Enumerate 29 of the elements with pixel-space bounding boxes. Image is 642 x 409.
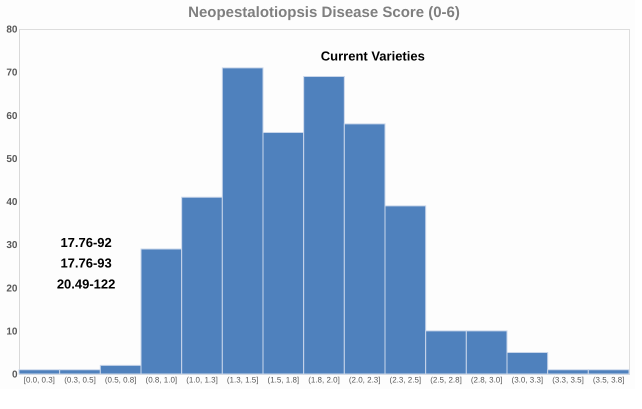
annotation: Current Varieties [320, 48, 425, 64]
chart-title: Neopestalotiopsis Disease Score (0-6) [188, 4, 460, 21]
x-tick-label: (1.5, 1.8] [268, 376, 300, 384]
y-tick-label: 50 [6, 154, 18, 165]
x-tick-label: (3.3, 3.5] [552, 376, 584, 384]
x-tick-label: (2.5, 2.8] [430, 376, 462, 384]
x-tick-label: (2.8, 3.0] [470, 376, 502, 384]
x-tick-label: [0.0, 0.3] [24, 376, 55, 384]
y-tick-label: 30 [6, 240, 18, 252]
y-tick-label: 20 [6, 283, 18, 294]
x-tick-label: (1.3, 1.5] [226, 376, 258, 384]
x-tick-label: (2.0, 2.3] [348, 376, 380, 384]
x-tick-label: (2.3, 2.5] [390, 376, 422, 384]
x-tick-label: (3.5, 3.8] [592, 376, 624, 384]
x-tick-label: (0.5, 0.8] [104, 376, 136, 384]
x-tick-label: (0.3, 0.5] [64, 376, 96, 384]
y-tick-label: 80 [6, 24, 18, 36]
y-tick-label: 40 [6, 197, 18, 208]
y-tick-label: 70 [6, 68, 18, 79]
annotation: 20.49-122 [56, 276, 116, 292]
x-tick-label: (1.0, 1.3] [186, 376, 218, 384]
annotation: 17.76-92 [60, 234, 112, 250]
x-tick-label: (1.8, 2.0] [308, 376, 340, 384]
y-tick-label: 60 [6, 110, 18, 122]
y-tick-label: 10 [6, 326, 18, 338]
y-tick-label: 0 [12, 370, 18, 380]
x-tick-label: (0.8, 1.0] [146, 376, 178, 384]
x-tick-label: (3.0, 3.3] [512, 376, 544, 384]
annotation: 17.76-93 [60, 256, 112, 271]
